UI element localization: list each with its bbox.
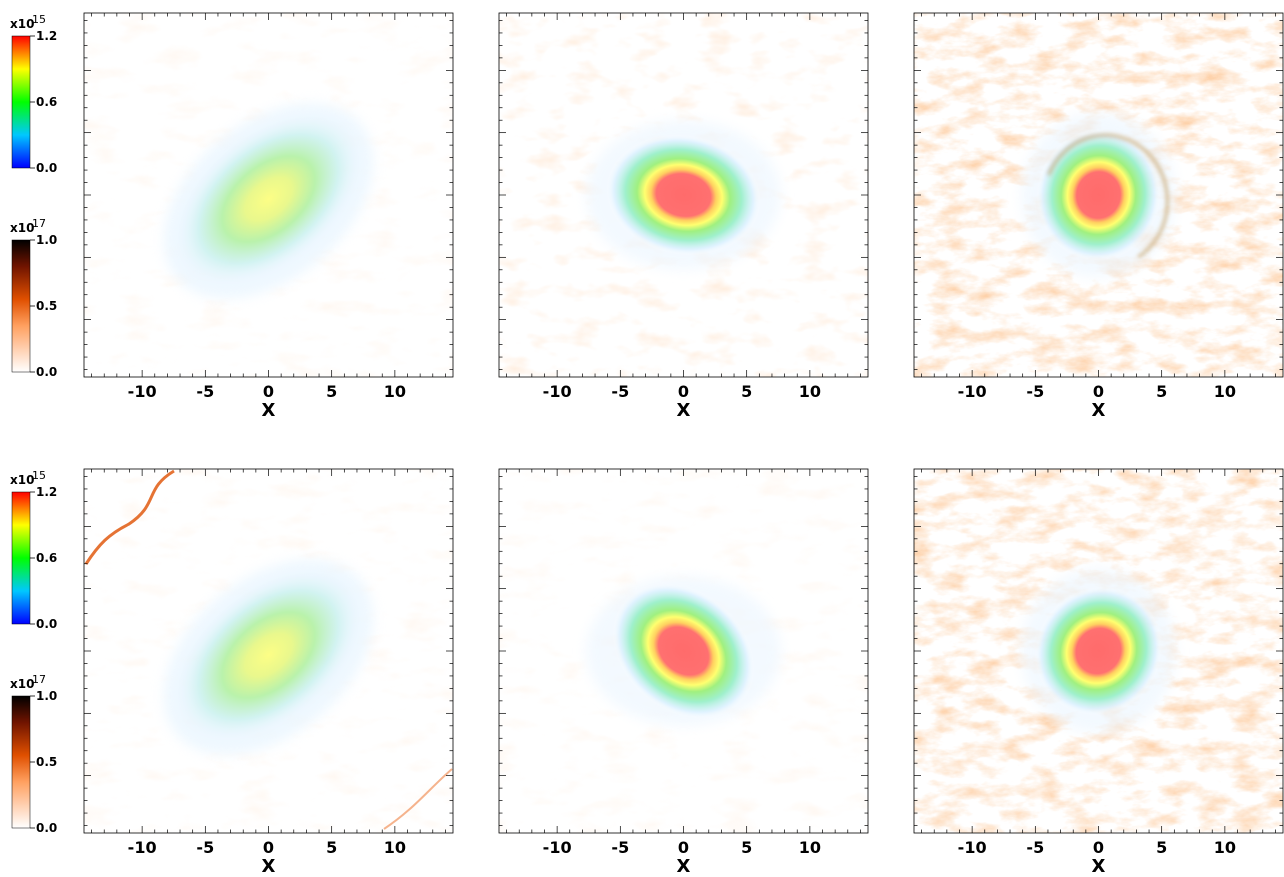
x-tick-label: -5: [1026, 838, 1044, 857]
x-axis-label: X: [262, 400, 276, 421]
x-tick-label: 10: [1214, 838, 1236, 857]
colorbar-ramp: [11, 491, 31, 625]
shock-streak: [383, 768, 453, 830]
x-tick-label: -10: [128, 838, 157, 857]
field-image: [84, 13, 453, 377]
density-core: [605, 134, 762, 256]
colorbar-exponent: 17: [32, 673, 46, 686]
x-tick-label: 5: [326, 838, 337, 857]
x-tick-label: -5: [196, 382, 214, 401]
field-image: [499, 13, 868, 377]
colorbar-ramp: [11, 35, 31, 169]
colorbar-tick-label: 0.5: [36, 299, 57, 313]
plot-panel-r2c3: -10 -5 0 5 10 X: [913, 468, 1284, 877]
x-axis-label: X: [1092, 856, 1106, 873]
x-tick-label: -5: [196, 838, 214, 857]
x-tick-label: 0: [1093, 382, 1104, 401]
x-tick-label: 10: [384, 382, 406, 401]
colorbar-tick-label: 0.0: [36, 617, 57, 631]
x-tick-label: 0: [678, 382, 689, 401]
spiral-arm: [1047, 133, 1169, 259]
x-tick-label: 0: [263, 382, 274, 401]
x-tick-label: -10: [543, 382, 572, 401]
plot-panel-r2c1: -10 -5 0 5 10 X: [83, 468, 454, 877]
x-tick-label: 10: [1214, 382, 1236, 401]
colorbar-tick-label: 0.0: [36, 821, 57, 835]
density-core: [175, 569, 362, 741]
colorbar-tick-label: 1.2: [36, 485, 57, 499]
colorbar-exponent: 15: [32, 13, 46, 26]
axis-ticks: [499, 469, 868, 833]
colorbar-multiplier: x10: [10, 677, 34, 691]
colorbar-multiplier: x10: [10, 17, 34, 31]
field-image: [914, 13, 1283, 377]
plot-panel-r1c3: -10 -5 0 5 10 X: [913, 12, 1284, 421]
x-tick-label: -5: [611, 838, 629, 857]
density-core: [1034, 586, 1163, 716]
colorbars-layer: x10151.20.60.0x10171.00.50.0x10151.20.60…: [10, 13, 57, 835]
colorbar-multiplier: x10: [10, 473, 34, 487]
axis-ticks: [84, 13, 453, 377]
colorbar-ramp: [11, 239, 31, 373]
field-image: [499, 469, 868, 833]
colorbar-tick-label: 1.0: [36, 689, 57, 703]
colorbar-tick-label: 1.2: [36, 29, 57, 43]
colorbar-tick-label: 0.0: [36, 161, 57, 175]
x-tick-label: -10: [958, 838, 987, 857]
x-tick-label: 0: [1093, 838, 1104, 857]
x-tick-label: 10: [799, 382, 821, 401]
axis-ticks: [914, 13, 1283, 377]
plot-panel-r1c1: -10 -5 0 5 10 X: [83, 12, 454, 421]
x-tick-label: -5: [1026, 382, 1044, 401]
x-tick-label: 0: [263, 838, 274, 857]
field-image: [914, 469, 1283, 833]
colorbar-tick-label: 0.0: [36, 365, 57, 379]
x-tick-label: 5: [1156, 838, 1167, 857]
density-core: [612, 582, 755, 720]
plot-panel-r2c2: -10 -5 0 5 10 X: [498, 468, 869, 877]
colorbar-ramp: [11, 695, 31, 829]
x-tick-label: 10: [799, 838, 821, 857]
axis-ticks: [499, 13, 868, 377]
colorbar-tick-label: 1.0: [36, 233, 57, 247]
x-axis-label: X: [262, 856, 276, 873]
density-core: [175, 113, 362, 285]
x-tick-label: 10: [384, 838, 406, 857]
x-tick-label: -10: [128, 382, 157, 401]
shock-streak: [84, 469, 175, 565]
x-tick-label: 5: [741, 382, 752, 401]
x-tick-label: 5: [741, 838, 752, 857]
colorbar-tick-label: 0.6: [36, 551, 57, 565]
x-tick-label: -5: [611, 382, 629, 401]
x-tick-label: 0: [678, 838, 689, 857]
field-image: [84, 469, 453, 833]
plot-panel-r1c2: -10 -5 0 5 10 X: [498, 12, 869, 421]
colorbar-exponent: 17: [32, 217, 46, 230]
x-axis-label: X: [1092, 400, 1106, 421]
x-tick-label: -10: [958, 382, 987, 401]
density-core: [1036, 129, 1161, 261]
colorbar-multiplier: x10: [10, 221, 34, 235]
colorbar-tick-label: 0.5: [36, 755, 57, 769]
panels-layer: -10 -5 0 5 10 X -10 -5 0 5 10 X -10 -5 0 5 10 X -10 -5 0 5 10 X…: [83, 12, 1284, 877]
x-axis-label: X: [677, 400, 691, 421]
colorbar-exponent: 15: [32, 469, 46, 482]
x-tick-label: 5: [326, 382, 337, 401]
x-tick-label: 5: [1156, 382, 1167, 401]
x-axis-label: X: [677, 856, 691, 873]
x-tick-label: -10: [543, 838, 572, 857]
axis-ticks: [914, 469, 1283, 833]
colorbar-tick-label: 0.6: [36, 95, 57, 109]
axis-ticks: [84, 469, 453, 833]
